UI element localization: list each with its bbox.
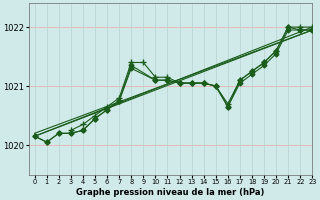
X-axis label: Graphe pression niveau de la mer (hPa): Graphe pression niveau de la mer (hPa) [76,188,265,197]
